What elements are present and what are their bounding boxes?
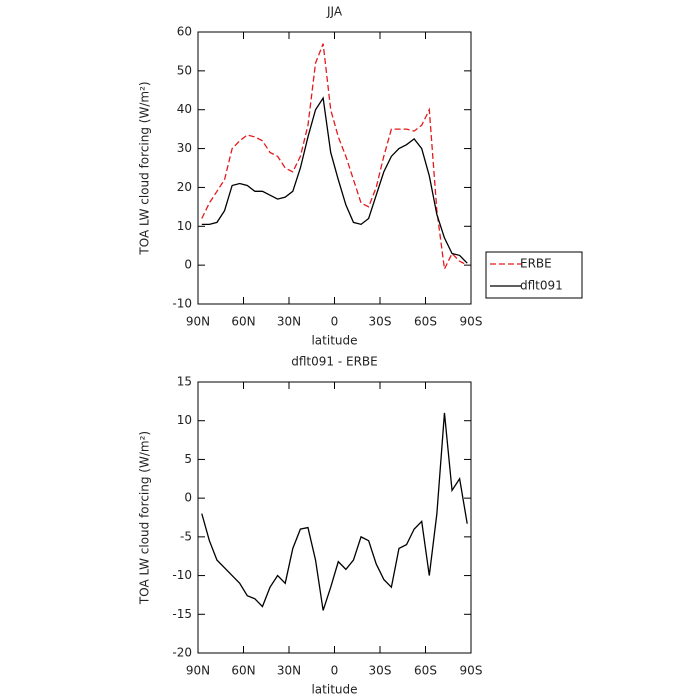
x-tick-label: 90S — [460, 664, 483, 678]
legend-label: dflt091 — [520, 279, 563, 293]
legend-label: ERBE — [520, 257, 552, 271]
y-tick-label: -15 — [172, 607, 192, 621]
x-tick-label: 60S — [414, 315, 437, 329]
y-tick-label: 15 — [177, 375, 192, 389]
y-tick-label: -5 — [180, 529, 192, 543]
chart-title: JJA — [326, 5, 343, 19]
x-axis-label: latitude — [311, 683, 357, 697]
x-tick-label: 90S — [460, 315, 483, 329]
legend-box — [485, 251, 583, 299]
y-tick-label: 10 — [177, 219, 192, 233]
y-tick-label: 5 — [184, 452, 192, 466]
x-tick-label: 60N — [231, 315, 255, 329]
x-tick-label: 30N — [277, 664, 301, 678]
x-tick-label: 60N — [231, 664, 255, 678]
chart-title: dflt091 - ERBE — [291, 355, 377, 369]
x-tick-label: 30S — [369, 664, 392, 678]
x-tick-label: 30S — [369, 315, 392, 329]
y-tick-label: 20 — [177, 180, 192, 194]
y-tick-label: 0 — [184, 258, 192, 272]
x-axis-label: latitude — [311, 334, 357, 348]
y-tick-label: -10 — [172, 297, 192, 311]
plot-frame — [197, 381, 472, 654]
series-line — [201, 96, 468, 264]
y-axis-label: TOA LW cloud forcing (W/m²) — [138, 431, 152, 605]
series-line — [201, 412, 468, 611]
y-tick-label: 30 — [177, 141, 192, 155]
x-tick-label: 90N — [186, 315, 210, 329]
y-tick-label: -10 — [172, 568, 192, 582]
y-axis-label: TOA LW cloud forcing (W/m²) — [138, 81, 152, 255]
y-tick-label: 60 — [177, 25, 192, 39]
x-tick-label: 90N — [186, 664, 210, 678]
y-tick-label: 50 — [177, 63, 192, 77]
series-line — [201, 43, 468, 272]
x-tick-label: 0 — [331, 315, 339, 329]
y-tick-label: 40 — [177, 102, 192, 116]
x-tick-label: 30N — [277, 315, 301, 329]
x-tick-label: 0 — [331, 664, 339, 678]
y-tick-label: 10 — [177, 413, 192, 427]
y-tick-label: -20 — [172, 646, 192, 660]
x-tick-label: 60S — [414, 664, 437, 678]
y-tick-label: 0 — [184, 491, 192, 505]
